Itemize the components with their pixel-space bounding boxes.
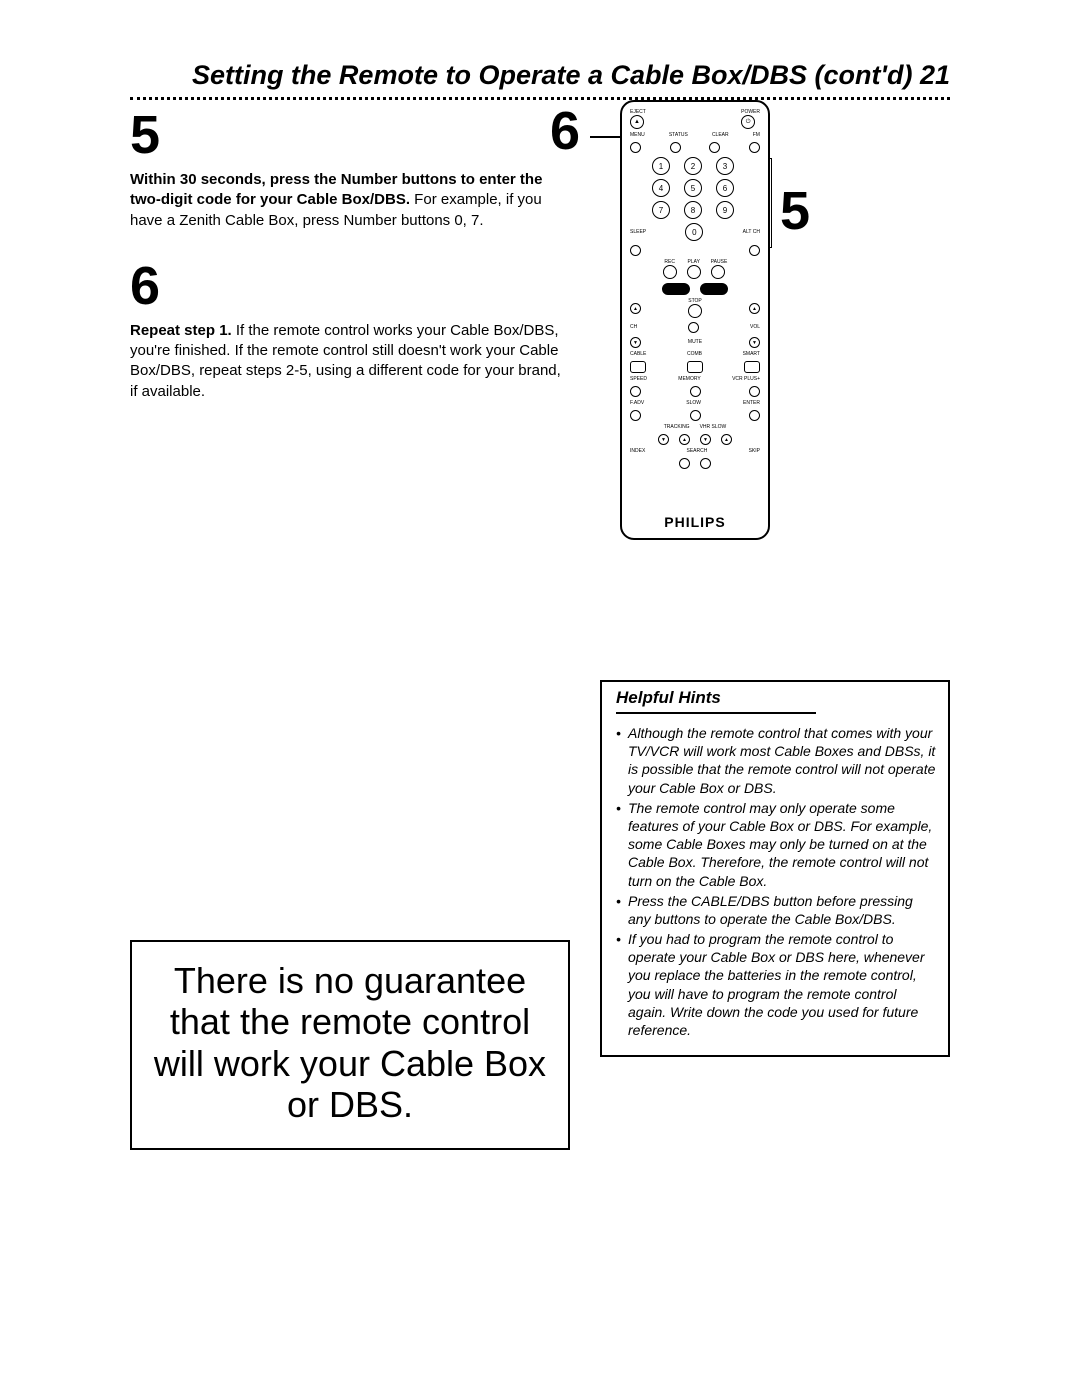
eject-button: ▲	[630, 115, 644, 129]
vhrslow-label: VHR SLOW	[700, 425, 727, 430]
stop-button	[688, 304, 702, 318]
sleep-label: SLEEP	[630, 230, 646, 235]
step-6: 6 Repeat step 1. If the remote control w…	[130, 259, 570, 402]
tracking-down: ▼	[658, 434, 669, 445]
remote-brand: PHILIPS	[622, 514, 768, 530]
fm-label: FM	[753, 133, 760, 138]
num-5: 5	[684, 179, 702, 197]
mute-button	[688, 322, 699, 333]
number-pad: 1 2 3 4 5 6 7 8 9	[652, 157, 738, 219]
ch-label: CH	[630, 325, 637, 330]
helpful-hints-box: Helpful Hints Although the remote contro…	[600, 680, 950, 1057]
num-6: 6	[716, 179, 734, 197]
smart-label: SMART	[743, 352, 760, 357]
num-0: 0	[685, 223, 703, 241]
hint-item: Although the remote control that comes w…	[616, 724, 936, 797]
vol-label: VOL	[750, 325, 760, 330]
hint-item: The remote control may only operate some…	[616, 799, 936, 890]
power-label: POWER	[741, 110, 760, 115]
hint-item: Press the CABLE/DBS button before pressi…	[616, 892, 936, 928]
clear-button	[709, 142, 720, 153]
enter-label: ENTER	[743, 401, 760, 406]
fadv-label: F.ADV	[630, 401, 644, 406]
page-number: 21	[920, 60, 950, 90]
cable-button	[630, 361, 646, 373]
page-title: Setting the Remote to Operate a Cable Bo…	[130, 60, 950, 91]
num-8: 8	[684, 201, 702, 219]
pause-label: PAUSE	[711, 260, 728, 265]
rew-button	[662, 283, 690, 295]
ffwd-button	[700, 283, 728, 295]
altch-button	[749, 245, 760, 256]
comb-button	[687, 361, 703, 373]
sleep-button	[630, 245, 641, 256]
skip-button	[700, 458, 711, 469]
num-4: 4	[652, 179, 670, 197]
status-label: STATUS	[669, 133, 688, 138]
vhr-up: ▲	[721, 434, 732, 445]
guarantee-text: There is no guarantee that the remote co…	[142, 960, 558, 1126]
search-label: SEARCH	[687, 449, 708, 454]
step-6-bold: Repeat step 1.	[130, 322, 232, 339]
ch-up-button: ▲	[630, 303, 641, 314]
rec-label: REC	[663, 260, 677, 265]
menu-button	[630, 142, 641, 153]
step-5: 5 Within 30 seconds, press the Number bu…	[130, 108, 570, 231]
vol-down-button: ▼	[749, 337, 760, 348]
fadv-button	[630, 410, 641, 421]
ch-down-button: ▼	[630, 337, 641, 348]
status-button	[670, 142, 681, 153]
index-label: INDEX	[630, 449, 645, 454]
remote-body: EJECT ▲ POWER ⏻ MENU STATUS CLEAR FM	[620, 100, 770, 540]
play-button	[687, 265, 701, 279]
rec-button	[663, 265, 677, 279]
mute-label: MUTE	[688, 340, 702, 345]
vhr-down: ▼	[700, 434, 711, 445]
speed-button	[630, 386, 641, 397]
eject-label: EJECT	[630, 110, 646, 115]
helpful-hints-title: Helpful Hints	[616, 682, 936, 712]
smart-button	[744, 361, 760, 373]
callout-6: 6	[550, 100, 580, 162]
step-5-text: Within 30 seconds, press the Number butt…	[130, 170, 570, 231]
step-5-number: 5	[130, 108, 570, 162]
helpful-hints-list: Although the remote control that comes w…	[616, 724, 936, 1039]
tracking-label: TRACKING	[664, 425, 690, 430]
step-6-text: Repeat step 1. If the remote control wor…	[130, 321, 570, 402]
play-label: PLAY	[687, 260, 701, 265]
callout-5: 5	[780, 180, 810, 242]
skip-label: SKIP	[749, 449, 760, 454]
stop-label: STOP	[688, 299, 702, 304]
comb-label: COMB	[687, 352, 702, 357]
guarantee-box: There is no guarantee that the remote co…	[130, 940, 570, 1150]
num-3: 3	[716, 157, 734, 175]
menu-label: MENU	[630, 133, 645, 138]
hint-item: If you had to program the remote control…	[616, 930, 936, 1039]
enter-button	[749, 410, 760, 421]
title-divider	[130, 97, 950, 100]
tracking-up: ▲	[679, 434, 690, 445]
vcrplus-label: VCR PLUS+	[732, 377, 760, 382]
num-1: 1	[652, 157, 670, 175]
num-7: 7	[652, 201, 670, 219]
vol-up-button: ▲	[749, 303, 760, 314]
slow-label: SLOW	[686, 401, 701, 406]
altch-label: ALT CH	[743, 230, 760, 235]
cable-label: CABLE	[630, 352, 646, 357]
num-9: 9	[716, 201, 734, 219]
memory-button	[690, 386, 701, 397]
step-6-number: 6	[130, 259, 570, 313]
vcrplus-button	[749, 386, 760, 397]
slow-button	[690, 410, 701, 421]
pause-button	[711, 265, 725, 279]
speed-label: SPEED	[630, 377, 647, 382]
num-2: 2	[684, 157, 702, 175]
fm-button	[749, 142, 760, 153]
memory-label: MEMORY	[678, 377, 700, 382]
clear-label: CLEAR	[712, 133, 729, 138]
power-button: ⏻	[741, 115, 755, 129]
index-button	[679, 458, 690, 469]
page-title-text: Setting the Remote to Operate a Cable Bo…	[192, 60, 913, 90]
